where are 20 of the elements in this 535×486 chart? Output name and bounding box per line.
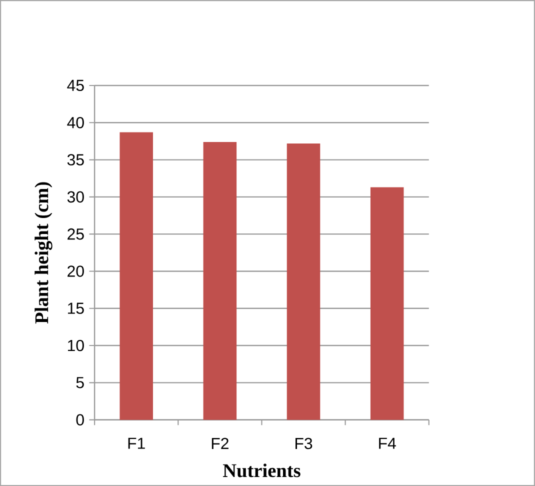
y-tick-label: 40 [67,116,84,128]
y-tick-label: 45 [67,80,84,92]
y-tick-label: 25 [68,228,84,240]
x-tick-label: F1 [128,438,145,449]
bar [203,142,237,420]
y-tick-label: 30 [67,191,84,203]
y-tick-label: 15 [68,302,84,314]
bar [370,187,404,420]
x-tick-label: F2 [212,438,228,449]
y-tick-label: 10 [68,340,84,352]
y-tick-label: 20 [68,266,84,277]
x-tick-label: F3 [296,438,312,450]
y-tick-label: 0 [76,414,84,426]
bar [286,143,320,420]
x-tick-label: F4 [379,438,396,449]
x-axis-title: Nutrients [222,464,300,478]
bar [120,132,153,420]
y-axis-title: Plant height (cm) [34,182,52,324]
y-tick-label: 5 [76,377,84,388]
y-tick-label: 35 [67,154,84,166]
